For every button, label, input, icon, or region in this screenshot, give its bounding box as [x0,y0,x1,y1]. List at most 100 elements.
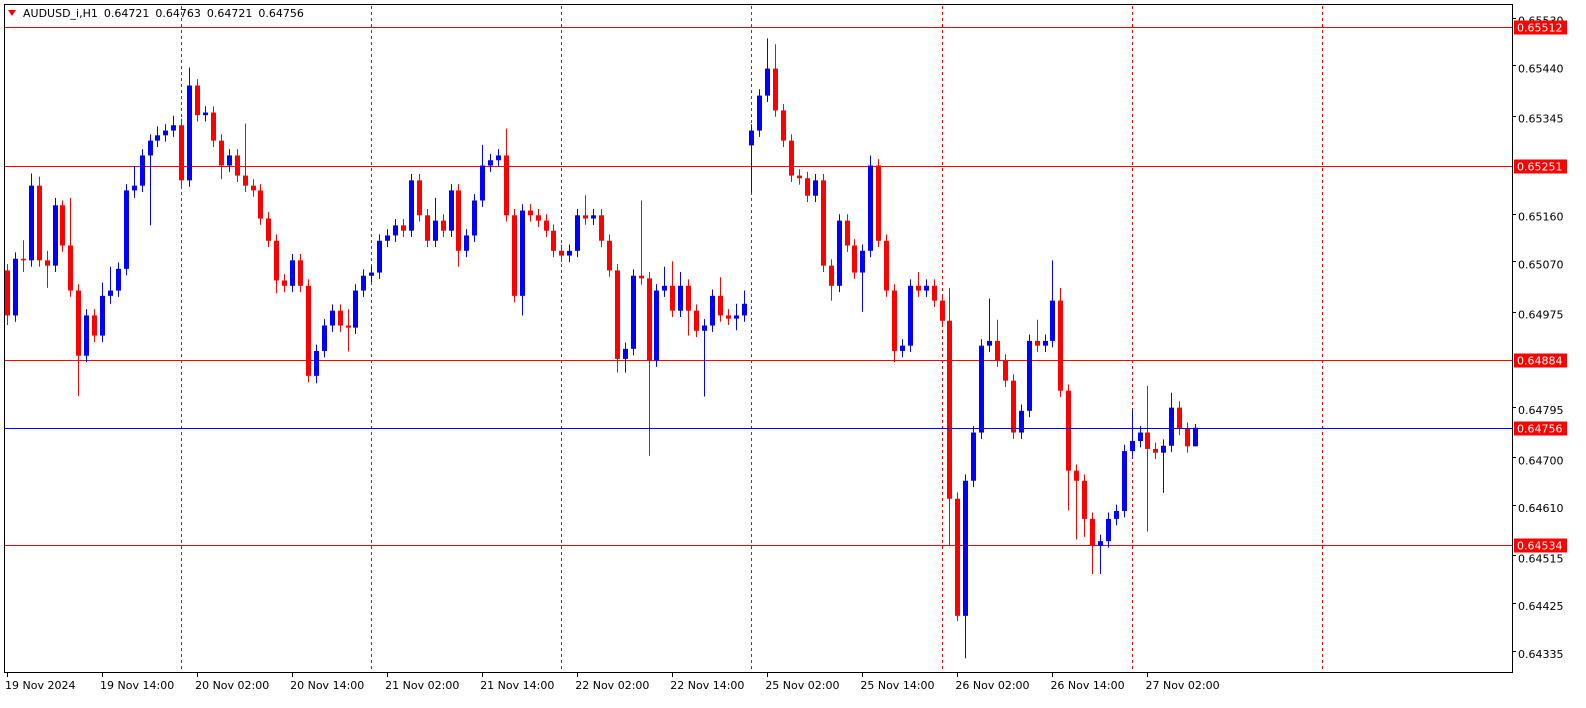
candle-body [1130,441,1135,452]
candle-body [298,260,303,286]
candle-body [84,315,89,356]
candle-body [781,110,786,141]
candle-body [718,295,723,316]
candle-body [686,285,691,311]
candle-body [449,190,454,231]
x-tick-label: 26 Nov 14:00 [1050,679,1124,692]
candle-body [68,245,73,291]
candle-body [13,258,18,316]
candle-body [29,185,34,261]
level-label-box [1514,538,1567,553]
candle-body [163,130,168,136]
candle-body [417,180,422,216]
x-tick-label: 27 Nov 02:00 [1145,679,1219,692]
candle-body [797,175,802,179]
level-label-box [1514,159,1567,174]
candle-body [322,325,327,351]
candle-body [155,135,160,141]
x-tick-label: 22 Nov 14:00 [670,679,744,692]
candle-body [528,210,533,216]
candle-body [932,285,937,301]
candle-body [60,205,65,246]
candle-body [813,180,818,196]
candle-body [789,140,794,176]
candle-body [504,155,509,216]
candle-body [694,310,699,331]
candle-body [1043,340,1048,346]
candle-body [361,275,366,291]
x-tick-label: 19 Nov 14:00 [100,679,174,692]
y-tick-label: 0.64795 [1518,404,1564,417]
candle-body [749,130,754,146]
candle-body [1003,360,1008,381]
candle-body [266,218,271,241]
candle-body [274,240,279,281]
candle-body [393,225,398,236]
candle-body [639,275,644,279]
candle-body [1035,340,1040,346]
candle-body [971,432,976,481]
candle-body [963,480,968,616]
candle-body [662,285,667,291]
y-tick-label: 0.64425 [1518,600,1564,613]
candle-body [346,325,351,328]
candle-body [480,165,485,201]
candle-body [1082,480,1087,519]
candle-body [908,285,913,346]
candle-body [995,340,1000,361]
candle-body [472,200,477,236]
level-label: 0.65251 [1517,161,1563,174]
candle-body [211,112,216,141]
candle-body [947,320,952,499]
candle-body [1138,432,1143,442]
level-label: 0.64534 [1517,540,1563,553]
candle-body [742,303,747,316]
candle-body [536,215,541,221]
candle-body [148,140,153,156]
candle-body [282,280,287,286]
candle-body [76,290,81,356]
candle-body [187,85,192,181]
candle-body [884,240,889,291]
candle-body [710,295,715,326]
candle-body [765,68,770,96]
candle-body [290,260,295,286]
candle-body [940,300,945,321]
candle-body [1058,300,1063,391]
collapse-arrow[interactable] [8,10,16,16]
candle-body [377,240,382,273]
candle-body [92,315,97,336]
candle-body [100,295,105,336]
candle-body [243,175,248,186]
candle-body [124,190,129,269]
candle-body [845,220,850,246]
candle-body [132,185,137,191]
candle-body [860,250,865,273]
candle-body [615,270,620,359]
candle-body [464,235,469,251]
candle-body [924,285,929,291]
y-tick-label: 0.64610 [1518,502,1564,515]
header-high: 0.64763 [155,7,201,20]
candle-body [916,285,921,291]
candle-body [1177,407,1182,429]
candle-body [306,285,311,376]
candle-body [987,340,992,346]
x-tick-label: 21 Nov 14:00 [480,679,554,692]
candle-body [1106,518,1111,542]
header-close: 0.64756 [258,7,304,20]
candle-body [654,290,659,361]
candle-body [1169,407,1174,446]
candle-body [837,220,842,286]
level-label-box [1514,20,1567,35]
candle-body [900,345,905,351]
candle-body [1050,300,1055,341]
chart-header: AUDUSD_i,H1 0.64721 0.64763 0.64721 0.64756 [23,7,304,20]
candle-body [544,220,549,231]
x-tick-label: 21 Nov 02:00 [385,679,459,692]
candle-body [1011,380,1016,433]
candle-body [219,140,224,166]
